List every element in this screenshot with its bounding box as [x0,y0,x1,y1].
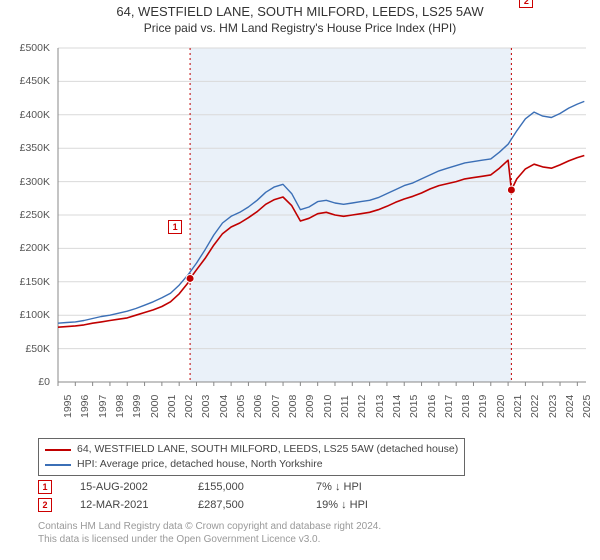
page-title: 64, WESTFIELD LANE, SOUTH MILFORD, LEEDS… [0,4,600,19]
x-axis-label: 2000 [149,395,161,418]
titles-block: 64, WESTFIELD LANE, SOUTH MILFORD, LEEDS… [0,0,600,35]
legend-label: 64, WESTFIELD LANE, SOUTH MILFORD, LEEDS… [77,442,458,457]
y-axis-label: £0 [8,376,50,388]
event-marker-box: 2 [38,498,52,512]
event-row: 1 15-AUG-2002 £155,000 7% ↓ HPI [38,478,406,496]
event-date: 12-MAR-2021 [80,499,170,511]
x-axis-label: 2012 [356,395,368,418]
legend-row: HPI: Average price, detached house, Nort… [45,457,458,472]
y-axis-label: £250K [8,209,50,221]
x-axis-label: 2008 [287,395,299,418]
x-axis-label: 2013 [374,395,386,418]
y-axis-label: £400K [8,109,50,121]
y-axis-label: £300K [8,176,50,188]
event-date: 15-AUG-2002 [80,481,170,493]
x-axis-label: 2007 [270,395,282,418]
x-axis-label: 2004 [218,395,230,418]
page-subtitle: Price paid vs. HM Land Registry's House … [0,21,600,35]
x-axis-label: 2016 [426,395,438,418]
event-row: 2 12-MAR-2021 £287,500 19% ↓ HPI [38,496,406,514]
x-axis-label: 2025 [581,395,593,418]
x-axis-label: 2014 [391,395,403,418]
legend-swatch [45,464,71,466]
x-axis-label: 2003 [200,395,212,418]
event-marker-2: 2 [519,0,533,8]
x-axis-label: 1997 [97,395,109,418]
legend-row: 64, WESTFIELD LANE, SOUTH MILFORD, LEEDS… [45,442,458,457]
x-axis-label: 2009 [304,395,316,418]
x-axis-label: 1996 [79,395,91,418]
event-price: £155,000 [198,481,288,493]
x-axis-label: 2011 [339,395,351,418]
x-axis-label: 2020 [495,395,507,418]
x-axis-label: 2019 [477,395,489,418]
x-axis-label: 2010 [322,395,334,418]
y-axis-label: £100K [8,309,50,321]
x-axis-label: 2002 [183,395,195,418]
x-axis-label: 2006 [252,395,264,418]
footer-line-1: Contains HM Land Registry data © Crown c… [38,520,381,533]
y-axis-label: £50K [8,343,50,355]
legend-label: HPI: Average price, detached house, Nort… [77,457,323,472]
event-price: £287,500 [198,499,288,511]
footer: Contains HM Land Registry data © Crown c… [38,520,381,546]
x-axis-label: 1995 [62,395,74,418]
legend-swatch [45,449,71,451]
page-root: 64, WESTFIELD LANE, SOUTH MILFORD, LEEDS… [0,0,600,560]
x-axis-label: 2023 [547,395,559,418]
y-axis-label: £350K [8,142,50,154]
y-axis-label: £150K [8,276,50,288]
event-diff: 7% ↓ HPI [316,481,406,493]
footer-line-2: This data is licensed under the Open Gov… [38,533,381,546]
y-axis-label: £450K [8,75,50,87]
events-table: 1 15-AUG-2002 £155,000 7% ↓ HPI 2 12-MAR-2021… [38,478,406,514]
x-axis-label: 2022 [529,395,541,418]
legend: 64, WESTFIELD LANE, SOUTH MILFORD, LEEDS… [38,438,465,476]
x-axis-label: 2017 [443,395,455,418]
x-axis-label: 1998 [114,395,126,418]
y-axis-label: £200K [8,242,50,254]
chart-area: £0 £50K £100K £150K £200K £250K £300K £350K £400… [8,42,592,432]
x-axis-label: 2021 [512,395,524,418]
x-axis-label: 2015 [408,395,420,418]
chart-svg [8,42,592,432]
event-marker-box: 1 [38,480,52,494]
x-axis-label: 2005 [235,395,247,418]
x-axis-label: 2001 [166,395,178,418]
event-diff: 19% ↓ HPI [316,499,406,511]
event-marker-1: 1 [168,220,182,234]
x-axis-label: 2024 [564,395,576,418]
x-axis-label: 2018 [460,395,472,418]
x-axis-label: 1999 [131,395,143,418]
y-axis-label: £500K [8,42,50,54]
